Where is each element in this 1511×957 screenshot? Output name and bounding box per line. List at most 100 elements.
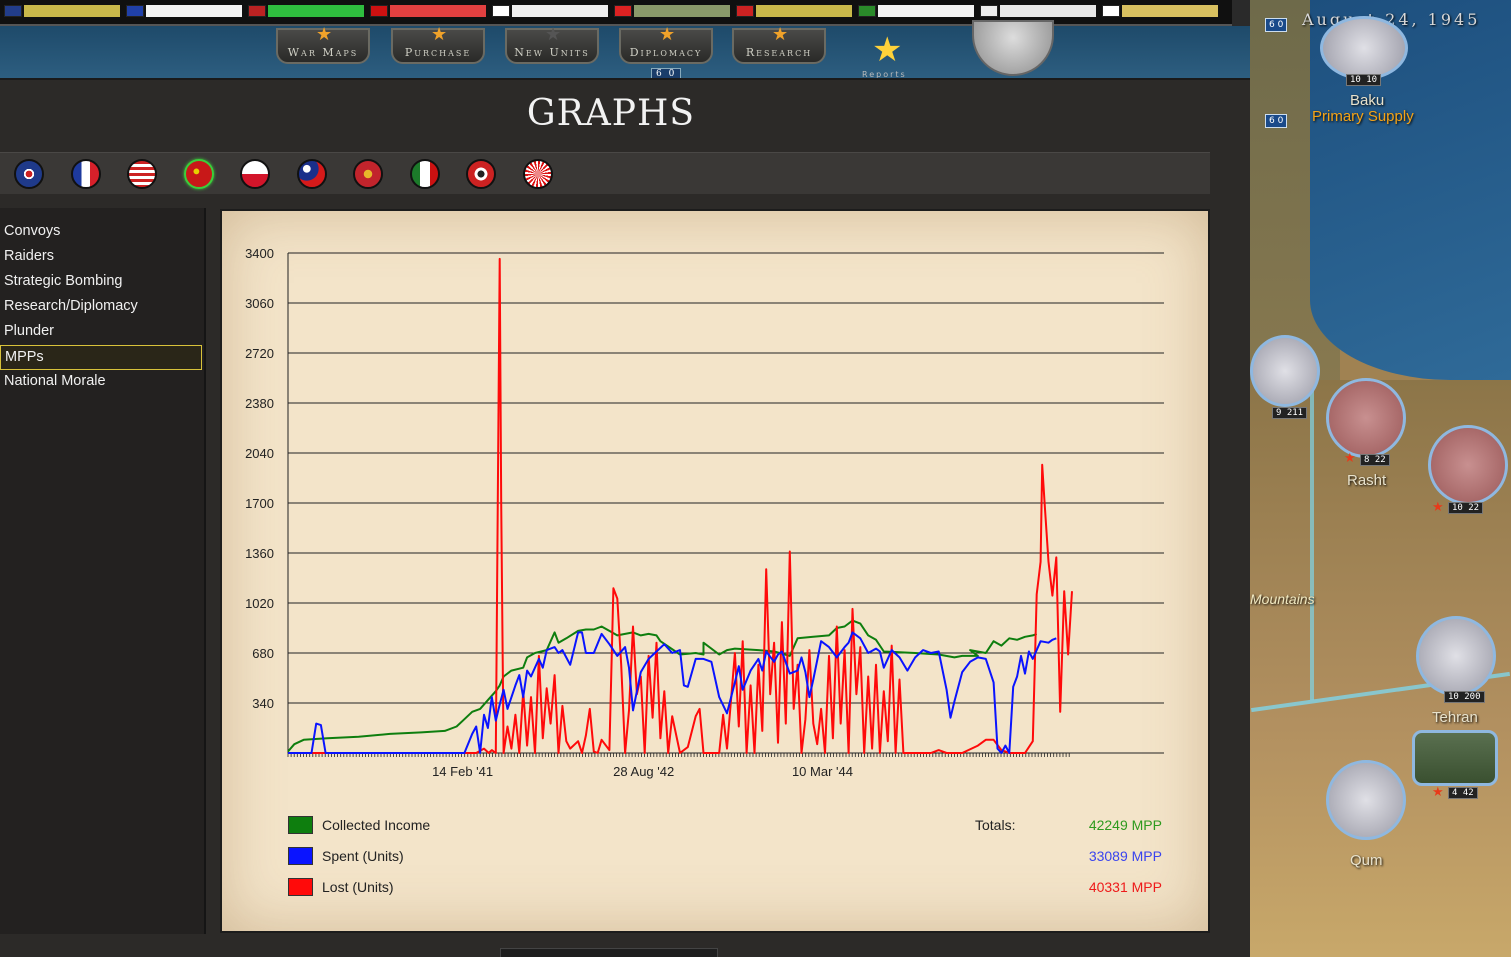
- reports-label: Reports: [862, 70, 907, 79]
- new-units-button[interactable]: ★ New Units: [505, 24, 599, 64]
- total-value: 40331 MPP: [1088, 879, 1162, 895]
- star-icon: ★: [1432, 500, 1444, 515]
- city-label-baku: Baku: [1350, 92, 1385, 109]
- bottom-tab[interactable]: [500, 948, 718, 957]
- terrain-label-mountains: Mountains: [1250, 591, 1315, 607]
- sidebar-item-plunder[interactable]: Plunder: [4, 323, 54, 339]
- nation7-flag-button[interactable]: [353, 159, 383, 189]
- unit-strength-tag: 10 22: [1448, 502, 1484, 514]
- supply-badge: 6 0: [1265, 114, 1288, 128]
- x-tick-label: 10 Mar '44: [792, 764, 853, 779]
- star-icon: ★: [1344, 451, 1356, 466]
- mini-flag-icon: [370, 4, 388, 17]
- nation-strip-japan[interactable]: [1100, 3, 1218, 18]
- nation9-flag-button[interactable]: [466, 159, 496, 189]
- reports-star-icon[interactable]: ★: [872, 30, 903, 70]
- x-tick-label: 14 Feb '41: [432, 764, 493, 779]
- legend-swatch: [288, 878, 313, 896]
- supply-badge: 6 0: [1265, 18, 1288, 32]
- border-line: [1310, 380, 1314, 700]
- new-units-label: New Units: [514, 46, 590, 59]
- nation-strip-ussr[interactable]: [368, 3, 486, 18]
- unit-counter[interactable]: [1326, 378, 1406, 458]
- nation-strip-france[interactable]: [124, 3, 242, 18]
- star-icon: ★: [1432, 785, 1444, 800]
- total-value: 42249 MPP: [1088, 817, 1162, 833]
- mini-flag-icon: [614, 4, 632, 17]
- series-line-collected-income: [287, 619, 1038, 753]
- war-maps-button[interactable]: ★ War Maps: [276, 24, 370, 64]
- nation8-flag-button[interactable]: [409, 159, 440, 189]
- chart-canvas: 340 680 1020 1360 1700 2040 2380 2720 3060 3400 14…: [245, 246, 1164, 779]
- ussr-flag-button[interactable]: [183, 159, 214, 189]
- war-maps-label: War Maps: [287, 46, 359, 59]
- nation-strip-nation8[interactable]: [856, 3, 974, 18]
- y-tick-label: 2040: [245, 446, 274, 461]
- sidebar-item-mpps[interactable]: MPPs: [0, 345, 202, 370]
- uk-flag-button[interactable]: [14, 159, 44, 189]
- nation-progress-bar: [512, 4, 608, 17]
- france-flag-button[interactable]: [70, 159, 101, 189]
- sidebar-item-strategic-bombing[interactable]: Strategic Bombing: [4, 273, 123, 289]
- nation-strip-china[interactable]: [612, 3, 730, 18]
- research-label: Research: [745, 46, 813, 59]
- nation-progress-bar: [268, 4, 364, 17]
- y-tick-label: 1700: [245, 496, 274, 511]
- nation-progress-bar: [1000, 4, 1096, 17]
- series-line-lost-units-: [288, 257, 1073, 754]
- nation-strip-poland[interactable]: [490, 3, 608, 18]
- star-icon: ★: [545, 24, 564, 45]
- unit-counter[interactable]: [1326, 760, 1406, 840]
- x-tick-label: 28 Aug '42: [613, 764, 674, 779]
- sidebar-item-research-diplomacy[interactable]: Research/Diplomacy: [4, 298, 138, 314]
- y-tick-label: 340: [252, 696, 274, 711]
- unit-counter[interactable]: [1250, 335, 1320, 407]
- poland-flag-button[interactable]: [240, 159, 270, 189]
- unit-counter[interactable]: [1416, 616, 1496, 696]
- star-icon: ★: [316, 24, 335, 45]
- y-tick-label: 1020: [245, 596, 274, 611]
- mini-flag-icon: [1102, 4, 1120, 17]
- city-label-qum: Qum: [1350, 852, 1383, 869]
- page-title: GRAPHS: [526, 93, 696, 134]
- unit-counter[interactable]: [1320, 16, 1408, 80]
- city-label-tehran: Tehran: [1432, 709, 1478, 726]
- purchase-button[interactable]: ★ Purchase: [391, 24, 485, 64]
- tank-unit-counter[interactable]: [1412, 730, 1498, 786]
- nation-strip-nation9[interactable]: [978, 3, 1096, 18]
- purchase-label: Purchase: [404, 46, 472, 59]
- legend-label: Lost (Units): [322, 879, 394, 895]
- nation-status-bar: [0, 0, 1232, 26]
- sidebar-item-raiders[interactable]: Raiders: [4, 248, 54, 264]
- y-tick-label: 3060: [245, 296, 274, 311]
- nation-progress-bar: [756, 4, 852, 17]
- star-icon: ★: [659, 24, 678, 45]
- y-tick-label: 2380: [245, 396, 274, 411]
- japan-flag-button[interactable]: [522, 159, 553, 189]
- diplomacy-label: Diplomacy: [629, 46, 703, 59]
- mini-flag-icon: [492, 4, 510, 17]
- unit-strength-tag: 10 200: [1444, 691, 1485, 703]
- nation-strip-nation7[interactable]: [734, 3, 852, 18]
- china-flag-button[interactable]: [296, 159, 327, 189]
- nation-progress-bar: [634, 4, 730, 17]
- usa-flag-button[interactable]: [127, 159, 157, 189]
- unit-strength-tag: 10 10: [1346, 74, 1382, 86]
- mini-flag-icon: [4, 4, 22, 17]
- diplomacy-button[interactable]: ★ Diplomacy 6 0: [619, 24, 713, 80]
- nation-progress-bar: [146, 4, 242, 17]
- legend-swatch: [288, 816, 313, 834]
- graph-category-list: Convoys Raiders Strategic Bombing Research/…: [0, 208, 206, 934]
- unit-counter[interactable]: [1428, 425, 1508, 505]
- sidebar-item-convoys[interactable]: Convoys: [4, 223, 61, 239]
- mini-flag-icon: [126, 4, 144, 17]
- research-button[interactable]: ★ Research: [732, 24, 826, 64]
- totals-label: Totals:: [975, 817, 1016, 833]
- nation-strip-usa[interactable]: [246, 3, 364, 18]
- star-icon: ★: [431, 24, 450, 45]
- mini-flag-icon: [980, 4, 998, 17]
- primary-supply-label: Primary Supply: [1312, 108, 1414, 125]
- nation-strip-uk[interactable]: [2, 3, 120, 18]
- sidebar-item-national-morale[interactable]: National Morale: [4, 373, 106, 389]
